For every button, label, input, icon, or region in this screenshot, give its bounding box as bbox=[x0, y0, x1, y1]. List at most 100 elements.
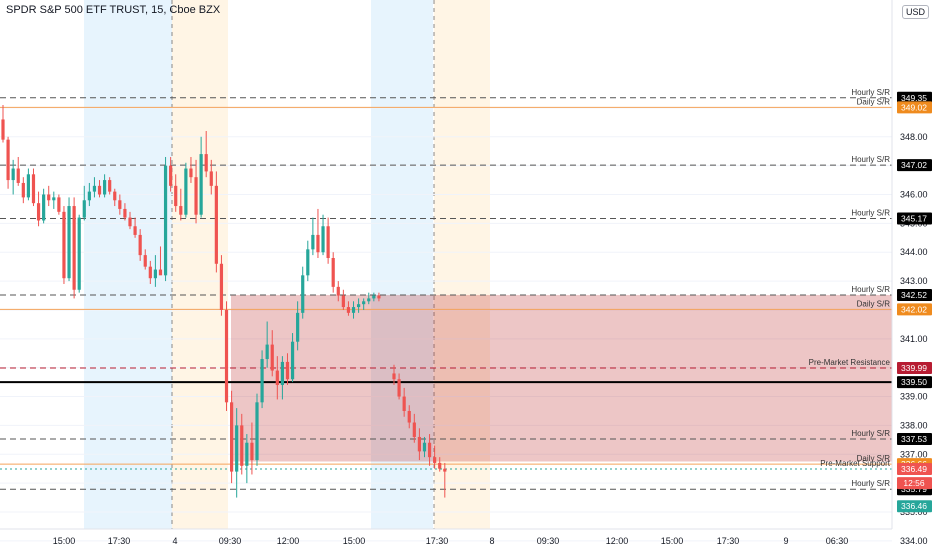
candle-body bbox=[77, 217, 81, 290]
level-label-h5: Hourly S/R bbox=[851, 429, 890, 438]
candle-body bbox=[163, 165, 168, 276]
candle-body bbox=[42, 194, 46, 221]
candle-body bbox=[270, 344, 274, 371]
candle-body bbox=[275, 370, 279, 386]
candle-body bbox=[92, 185, 97, 192]
level-label-d2: Daily S/R bbox=[857, 299, 891, 308]
price-badge bbox=[897, 212, 932, 225]
candle-body bbox=[280, 361, 284, 386]
x-tick-label: 8 bbox=[489, 536, 494, 546]
session-band bbox=[172, 0, 228, 529]
candle-body bbox=[417, 436, 421, 452]
level-label-h3: Hourly S/R bbox=[851, 208, 890, 217]
price-badge bbox=[897, 376, 932, 389]
level-label-d1: Daily S/R bbox=[857, 97, 891, 106]
candle-body bbox=[316, 234, 320, 253]
price-badge-label: 345.17 bbox=[901, 213, 927, 223]
candle-body bbox=[118, 200, 122, 209]
candle-body bbox=[158, 269, 163, 276]
level-label-h6: Hourly S/R bbox=[851, 479, 890, 488]
candle-body bbox=[11, 168, 15, 181]
price-badge bbox=[897, 159, 932, 172]
y-tick-label: 344.00 bbox=[900, 247, 928, 257]
candle-body bbox=[230, 402, 234, 472]
candle-body bbox=[138, 234, 142, 256]
candle-body bbox=[245, 442, 249, 466]
price-badge-label: 337.53 bbox=[901, 434, 927, 444]
price-badge-label: 349.02 bbox=[901, 102, 927, 112]
level-label-pms: Pre-Market Support bbox=[820, 459, 891, 468]
y-tick-label: 339.00 bbox=[900, 392, 928, 402]
y-tick-label: 343.00 bbox=[900, 276, 928, 286]
candle-body bbox=[357, 304, 361, 308]
y-tick-label: 341.00 bbox=[900, 334, 928, 344]
y-tick-label: 348.00 bbox=[900, 132, 928, 142]
x-tick-label: 4 bbox=[172, 536, 177, 546]
candle-body bbox=[82, 200, 86, 218]
candle-body bbox=[265, 344, 269, 360]
candle-body bbox=[47, 194, 51, 201]
candle-body bbox=[204, 154, 208, 172]
price-badge bbox=[897, 432, 932, 445]
x-tick-label: 09:30 bbox=[537, 536, 560, 546]
candle-body bbox=[169, 165, 173, 186]
price-badge-label: 347.02 bbox=[901, 160, 927, 170]
candle-body bbox=[321, 226, 325, 253]
x-tick-label: 12:00 bbox=[606, 536, 629, 546]
candle-body bbox=[362, 301, 366, 305]
candle-body bbox=[16, 168, 20, 183]
x-tick-label: 17:30 bbox=[717, 536, 740, 546]
candle-body bbox=[260, 359, 264, 403]
session-band bbox=[84, 0, 172, 529]
candle-body bbox=[62, 211, 66, 279]
candle-body bbox=[214, 185, 218, 264]
x-tick-label: 06:30 bbox=[826, 536, 849, 546]
candle-body bbox=[184, 168, 188, 215]
candle-body bbox=[36, 203, 41, 221]
resistance-zone bbox=[231, 294, 892, 462]
level-label-pmr: Pre-Market Resistance bbox=[809, 358, 891, 367]
level-label-d3: Daily S/R bbox=[857, 454, 891, 463]
y-tick-label: 346.00 bbox=[900, 190, 928, 200]
candle-body bbox=[97, 185, 102, 195]
candle-body bbox=[1, 119, 5, 140]
x-tick-label: 17:30 bbox=[426, 536, 449, 546]
price-badge-label: 336.49 bbox=[901, 464, 927, 474]
price-badge bbox=[897, 361, 932, 374]
candle-body bbox=[377, 295, 381, 299]
candle-body bbox=[367, 298, 371, 302]
price-badge bbox=[897, 477, 932, 490]
candle-body bbox=[174, 185, 178, 207]
currency-badge[interactable]: USD bbox=[902, 5, 930, 19]
candle-body bbox=[148, 266, 152, 279]
candle-body bbox=[123, 208, 127, 218]
price-badge bbox=[897, 500, 932, 513]
candle-body bbox=[407, 410, 411, 423]
candle-body bbox=[392, 373, 396, 380]
candle-body bbox=[224, 309, 229, 403]
candle-body bbox=[235, 425, 239, 472]
session-band bbox=[434, 0, 490, 529]
price-badge bbox=[897, 303, 932, 316]
price-badge bbox=[897, 288, 932, 301]
price-badge-label: 349.35 bbox=[901, 93, 927, 103]
x-tick-label: 9 bbox=[783, 536, 788, 546]
candle-body bbox=[57, 197, 61, 212]
candle-body bbox=[67, 206, 71, 279]
price-badge bbox=[897, 462, 932, 475]
price-badge-label: 339.99 bbox=[901, 363, 927, 373]
candle-body bbox=[341, 295, 345, 308]
candle-body bbox=[402, 396, 406, 411]
price-badge-label: 335.79 bbox=[901, 484, 927, 494]
y-tick-label: 338.00 bbox=[900, 420, 928, 430]
x-tick-label: 15:00 bbox=[661, 536, 684, 546]
x-tick-label: 17:30 bbox=[108, 536, 131, 546]
candle-body bbox=[306, 249, 310, 276]
price-badge-label: 342.02 bbox=[901, 304, 927, 314]
candle-body bbox=[128, 217, 132, 227]
candle-body bbox=[52, 197, 56, 201]
price-badge bbox=[897, 101, 932, 114]
candle-body bbox=[427, 442, 432, 458]
